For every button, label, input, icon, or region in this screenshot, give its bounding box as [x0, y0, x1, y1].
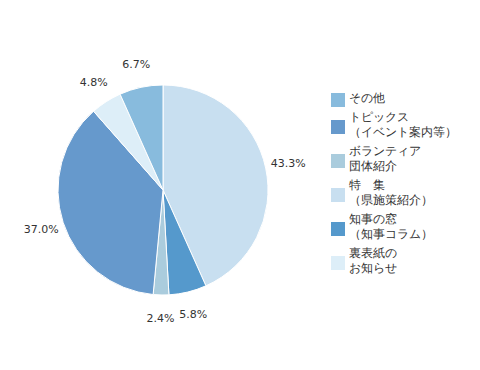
- html-text:知事の窓 （知事コラム）: 知事の窓 （知事コラム）: [349, 211, 433, 241]
- svg-text:4.8%: 4.8%: [80, 76, 108, 89]
- svg-text:5.8%: 5.8%: [179, 308, 207, 321]
- html-text:トピックス （イベント案内等）: トピックス （イベント案内等）: [349, 109, 457, 139]
- html-text:ボランティア 団体紹介: ボランティア 団体紹介: [349, 143, 421, 173]
- svg-text:37.0%: 37.0%: [24, 223, 59, 236]
- svg-text:43.3%: 43.3%: [271, 157, 306, 170]
- html-text:裏表紙の お知らせ: 裏表紙の お知らせ: [349, 245, 397, 275]
- svg-text:2.4%: 2.4%: [147, 312, 175, 325]
- svg-text:6.7%: 6.7%: [122, 58, 150, 71]
- html-text:特 集 （県施策紹介）: 特 集 （県施策紹介）: [349, 177, 433, 207]
- html-text:その他: その他: [349, 90, 385, 105]
